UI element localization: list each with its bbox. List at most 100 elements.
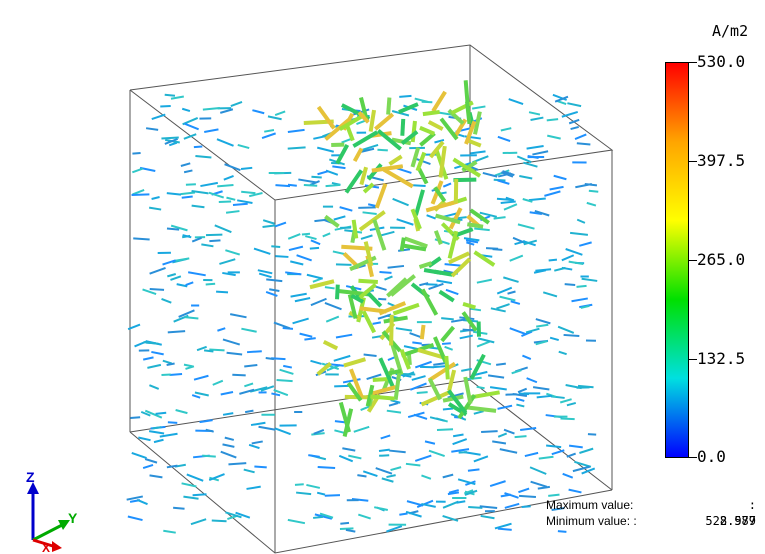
legend-tick-label: 397.5	[697, 151, 746, 170]
field-arrow	[321, 362, 340, 371]
field-arrow	[497, 172, 512, 178]
field-arrow	[568, 118, 580, 125]
field-arrow	[503, 428, 515, 435]
field-arrow	[273, 389, 289, 397]
field-arrow	[366, 373, 382, 381]
field-arrow	[562, 472, 574, 479]
field-arrow	[402, 373, 416, 376]
field-arrow	[358, 513, 371, 520]
field-arrow	[153, 438, 164, 444]
field-arrow	[271, 392, 281, 397]
field-arrow	[554, 95, 569, 103]
field-arrow	[383, 315, 408, 324]
field-arrow	[163, 529, 176, 534]
field-arrow	[132, 188, 145, 196]
bounding-box	[129, 44, 614, 554]
field-arrow	[388, 402, 399, 407]
field-arrow	[363, 353, 377, 358]
field-arrow	[287, 233, 301, 240]
field-arrow	[142, 288, 157, 296]
field-arrow	[244, 363, 258, 368]
field-arrow	[510, 300, 521, 305]
field-arrow	[222, 271, 236, 277]
field-arrow	[224, 163, 241, 172]
field-arrow	[426, 214, 436, 220]
field-arrow	[384, 275, 393, 281]
field-arrow	[413, 189, 425, 216]
field-arrow	[287, 128, 305, 133]
field-arrow	[149, 384, 160, 390]
field-arrow	[447, 389, 468, 414]
field-arrow	[499, 448, 518, 454]
field-arrow	[438, 145, 447, 178]
field-arrow	[528, 197, 546, 202]
field-arrow	[275, 255, 289, 258]
field-arrow	[130, 416, 141, 420]
field-arrow	[405, 510, 422, 518]
field-arrow	[546, 444, 562, 449]
field-arrow	[561, 254, 575, 262]
field-arrow	[496, 286, 513, 295]
value-summary: Maximum value: : 528.979 Minimum value: …	[546, 497, 756, 529]
field-arrow	[517, 387, 528, 394]
field-arrow	[365, 384, 375, 407]
tick-mark	[689, 161, 697, 162]
field-arrow	[379, 454, 390, 457]
field-arrow	[462, 301, 476, 310]
field-arrow	[211, 519, 227, 523]
field-arrow	[372, 321, 381, 325]
field-arrow	[496, 303, 510, 310]
field-arrow	[258, 272, 272, 279]
field-arrow	[144, 458, 158, 464]
field-arrow	[530, 480, 548, 488]
field-arrow	[225, 210, 240, 214]
field-arrow	[352, 130, 379, 148]
field-arrow	[417, 167, 429, 185]
field-arrow	[275, 184, 291, 188]
field-arrow	[229, 313, 247, 319]
max-value: : 528.979	[705, 498, 756, 528]
field-arrow	[209, 348, 225, 352]
field-arrow	[248, 192, 263, 198]
tick-mark	[689, 359, 697, 360]
field-arrow	[473, 410, 484, 415]
field-arrow	[452, 433, 464, 438]
field-arrow	[180, 162, 191, 167]
field-arrow	[431, 90, 447, 113]
field-arrow	[160, 104, 171, 108]
field-arrow	[461, 367, 472, 372]
field-arrow	[132, 152, 141, 155]
field-arrow	[551, 507, 565, 511]
field-arrow	[341, 138, 352, 144]
field-arrow	[161, 297, 172, 304]
field-arrow	[358, 210, 386, 232]
field-arrow	[452, 438, 468, 446]
field-arrow	[183, 133, 197, 140]
field-arrow	[347, 294, 358, 320]
field-arrow	[482, 171, 498, 178]
field-arrow	[441, 342, 451, 345]
field-arrow	[143, 341, 159, 345]
field-arrow	[487, 374, 505, 379]
field-arrow	[149, 266, 166, 275]
field-arrow	[343, 357, 366, 368]
field-arrow	[338, 112, 366, 131]
field-arrow	[399, 237, 406, 252]
field-arrow	[436, 428, 454, 431]
field-arrow	[395, 327, 413, 332]
field-arrow	[535, 268, 552, 272]
field-arrow	[200, 181, 218, 188]
field-arrow	[342, 378, 361, 384]
field-arrow	[298, 178, 317, 184]
field-arrow	[473, 250, 496, 267]
field-arrow	[415, 151, 427, 172]
field-arrow	[148, 430, 165, 435]
field-arrow	[511, 369, 522, 375]
field-arrow	[345, 528, 356, 533]
field-arrow	[497, 179, 510, 185]
field-arrow	[389, 449, 406, 454]
field-arrow	[469, 208, 490, 225]
field-arrow	[296, 254, 312, 262]
field-arrow	[344, 229, 354, 233]
